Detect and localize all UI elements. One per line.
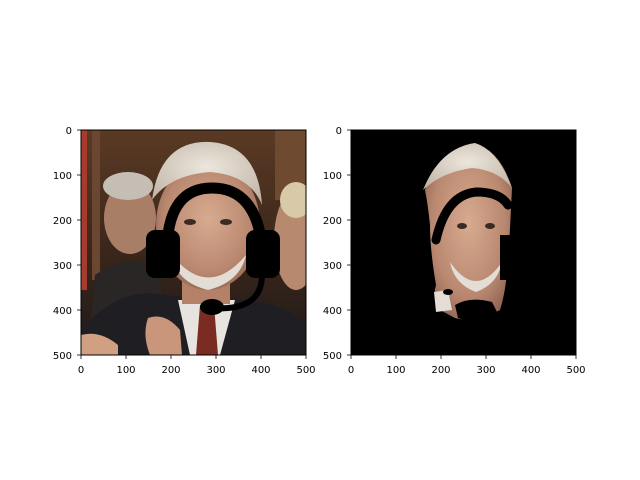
right-masked-image bbox=[351, 130, 576, 355]
left-y-axis: 0 100 200 300 400 500 bbox=[53, 126, 81, 362]
right-x-tick-label: 500 bbox=[566, 365, 585, 376]
right-x-tick-label: 100 bbox=[386, 365, 405, 376]
right-y-tick-label: 500 bbox=[323, 351, 342, 362]
right-x-axis: 0 100 200 300 400 500 bbox=[348, 355, 586, 376]
left-y-tick-label: 400 bbox=[53, 306, 72, 317]
right-axes-frame bbox=[350, 129, 577, 356]
left-x-tick-label: 0 bbox=[78, 365, 84, 376]
right-panel bbox=[350, 129, 577, 356]
left-photo bbox=[81, 130, 306, 355]
left-axes-frame bbox=[80, 129, 307, 356]
left-x-tick-label: 200 bbox=[161, 365, 180, 376]
right-x-tick-label: 0 bbox=[348, 365, 354, 376]
left-x-tick-label: 100 bbox=[116, 365, 135, 376]
left-x-tick-label: 400 bbox=[251, 365, 270, 376]
left-y-tick-label: 0 bbox=[66, 126, 72, 137]
right-y-tick-label: 200 bbox=[323, 216, 342, 227]
right-headset-icon bbox=[431, 187, 514, 325]
right-y-tick-label: 100 bbox=[323, 171, 342, 182]
left-headset-icon bbox=[146, 182, 280, 315]
right-y-axis: 0 100 200 300 400 500 bbox=[323, 126, 351, 362]
right-y-tick-label: 400 bbox=[323, 306, 342, 317]
right-x-tick-label: 200 bbox=[431, 365, 450, 376]
right-x-tick-label: 400 bbox=[521, 365, 540, 376]
left-x-tick-label: 300 bbox=[206, 365, 225, 376]
right-x-tick-label: 300 bbox=[476, 365, 495, 376]
left-x-axis: 0 100 200 300 400 500 bbox=[78, 355, 316, 376]
left-y-tick-label: 200 bbox=[53, 216, 72, 227]
left-panel bbox=[80, 129, 307, 356]
right-y-tick-label: 300 bbox=[323, 261, 342, 272]
left-x-tick-label: 500 bbox=[296, 365, 315, 376]
right-y-tick-label: 0 bbox=[336, 126, 342, 137]
left-y-tick-label: 300 bbox=[53, 261, 72, 272]
left-y-tick-label: 500 bbox=[53, 351, 72, 362]
left-y-tick-label: 100 bbox=[53, 171, 72, 182]
